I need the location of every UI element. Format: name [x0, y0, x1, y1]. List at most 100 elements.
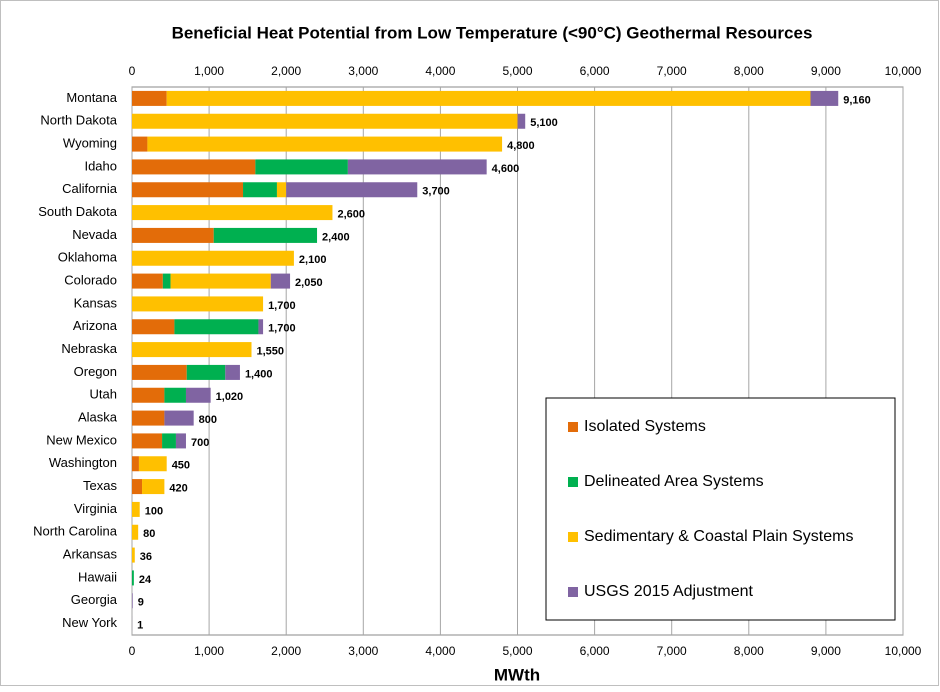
x-tick-label: 5,000	[502, 644, 532, 658]
bar-segment	[163, 274, 171, 289]
bar-segment	[132, 548, 135, 563]
y-tick-label: New Mexico	[46, 432, 117, 447]
y-tick-label: Oklahoma	[58, 250, 118, 265]
total-label: 1,550	[257, 345, 285, 357]
total-label: 5,100	[530, 117, 558, 129]
x-tick-label: 0	[129, 64, 136, 78]
bar-segment	[132, 205, 332, 220]
bar-segment	[132, 388, 164, 403]
total-label: 1,700	[268, 300, 296, 312]
y-tick-label: Nebraska	[61, 341, 117, 356]
legend-label: USGS 2015 Adjustment	[584, 583, 754, 600]
total-label: 1,400	[245, 368, 273, 380]
x-tick-label: 1,000	[194, 644, 224, 658]
x-tick-label: 5,000	[502, 64, 532, 78]
bar-segment	[132, 251, 294, 266]
legend-label: Delineated Area Systems	[584, 473, 764, 490]
legend-label: Sedimentary & Coastal Plain Systems	[584, 528, 853, 545]
bar-segment	[187, 365, 226, 380]
x-tick-label: 1,000	[194, 64, 224, 78]
bar-segment	[162, 433, 176, 448]
x-tick-label: 9,000	[811, 64, 841, 78]
y-tick-label: Texas	[83, 478, 117, 493]
bar-segment	[147, 137, 502, 152]
total-label: 2,400	[322, 231, 350, 243]
total-label: 80	[143, 528, 155, 540]
bar-segment	[132, 525, 138, 540]
total-label: 800	[199, 414, 217, 426]
bar-segment	[174, 319, 258, 334]
bar-segment	[810, 91, 838, 106]
y-tick-label: South Dakota	[38, 204, 118, 219]
total-label: 24	[139, 574, 152, 586]
x-tick-label: 6,000	[580, 64, 610, 78]
x-tick-label: 10,000	[885, 64, 922, 78]
bar-segment	[132, 159, 255, 174]
bar-segment	[132, 502, 140, 517]
y-tick-label: Washington	[49, 455, 117, 470]
bar-segment	[164, 411, 193, 426]
bar-segment	[132, 137, 147, 152]
y-tick-label: Montana	[66, 90, 117, 105]
legend-swatch	[568, 532, 578, 542]
x-axis-label: MWth	[494, 665, 540, 684]
bar-segment	[132, 411, 164, 426]
bar-segment	[132, 274, 163, 289]
total-label: 1	[137, 619, 143, 631]
bar-segment	[139, 456, 167, 471]
total-label: 36	[140, 551, 152, 563]
x-tick-label: 6,000	[580, 644, 610, 658]
bar-segment	[132, 342, 252, 357]
x-tick-label: 10,000	[885, 644, 922, 658]
bar-segment	[286, 182, 417, 197]
x-tick-label: 8,000	[734, 644, 764, 658]
y-tick-label: North Dakota	[40, 113, 117, 128]
y-tick-label: Colorado	[64, 273, 117, 288]
x-tick-label: 4,000	[425, 644, 455, 658]
bar-segment	[255, 159, 348, 174]
total-label: 4,800	[507, 140, 535, 152]
x-tick-label: 2,000	[271, 64, 301, 78]
total-label: 700	[191, 437, 209, 449]
bar-segment	[225, 365, 240, 380]
y-tick-label: Alaska	[78, 410, 118, 425]
total-label: 450	[172, 460, 190, 472]
total-label: 4,600	[492, 163, 520, 175]
chart-title: Beneficial Heat Potential from Low Tempe…	[172, 23, 813, 42]
bar-segment	[132, 456, 139, 471]
bar-segment	[277, 182, 286, 197]
total-label: 100	[145, 505, 163, 517]
total-label: 2,100	[299, 254, 327, 266]
total-label: 2,050	[295, 277, 323, 289]
bar-segment	[243, 182, 277, 197]
bar-segment	[171, 274, 271, 289]
legend-swatch	[568, 422, 578, 432]
y-tick-label: Arkansas	[63, 547, 118, 562]
x-tick-label: 8,000	[734, 64, 764, 78]
legend-swatch	[568, 477, 578, 487]
y-tick-label: Virginia	[74, 501, 118, 516]
y-tick-label: Kansas	[74, 295, 118, 310]
total-label: 1,700	[268, 323, 296, 335]
bar-segment	[132, 570, 134, 585]
y-tick-label: New York	[62, 615, 117, 630]
y-tick-label: Georgia	[71, 592, 118, 607]
bar-segment	[258, 319, 263, 334]
x-tick-label: 2,000	[271, 644, 301, 658]
total-label: 420	[169, 482, 187, 494]
x-tick-label: 4,000	[425, 64, 455, 78]
total-label: 2,600	[337, 208, 365, 220]
bar-segment	[132, 91, 167, 106]
total-label: 1,020	[216, 391, 244, 403]
x-tick-label: 3,000	[348, 64, 378, 78]
y-tick-label: Nevada	[72, 227, 118, 242]
x-tick-label: 0	[129, 644, 136, 658]
bar-segment	[132, 319, 174, 334]
y-tick-label: North Carolina	[33, 524, 118, 539]
x-tick-label: 9,000	[811, 644, 841, 658]
bar-segment	[214, 228, 317, 243]
x-tick-label: 7,000	[657, 64, 687, 78]
total-label: 9	[138, 597, 144, 609]
bar-segment	[186, 388, 211, 403]
